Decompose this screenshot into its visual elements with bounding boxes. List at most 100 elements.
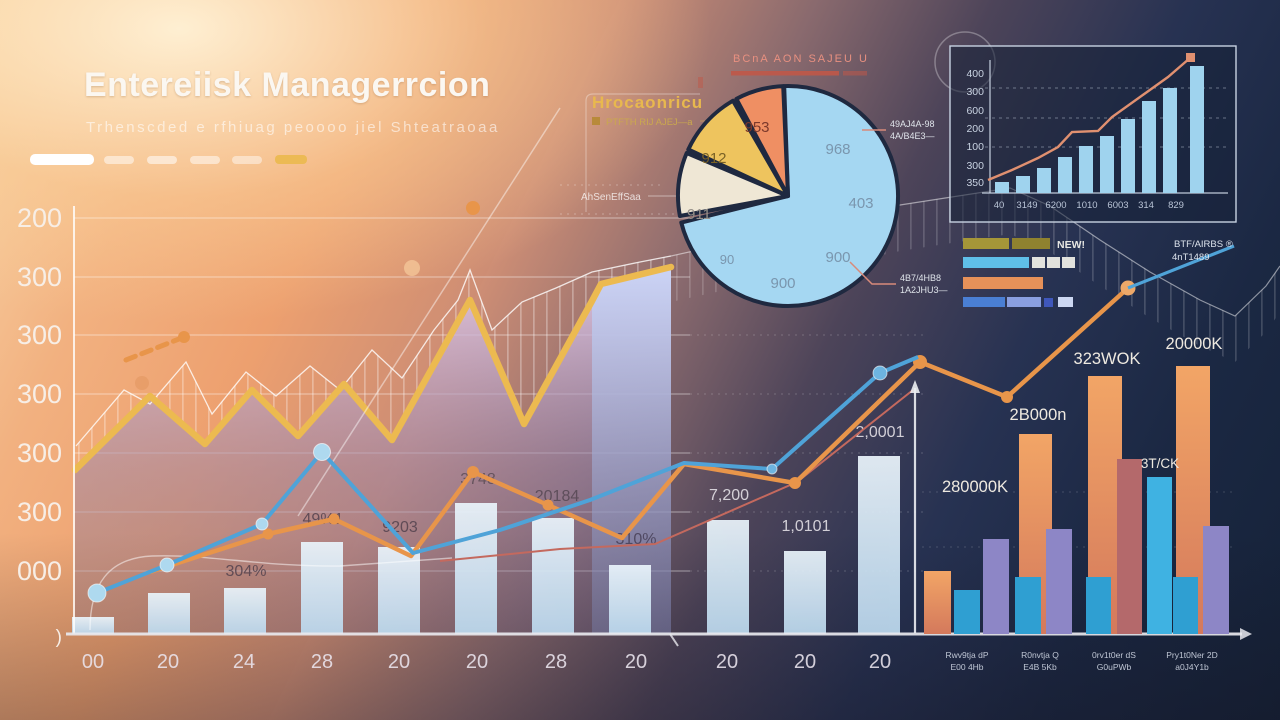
callout-bottom-text1: 4B7/4HB8 bbox=[900, 273, 941, 283]
bar bbox=[1100, 136, 1114, 193]
main-x-labels: 00 20 24 28 20 20 28 20 20 20 20 bbox=[82, 651, 891, 673]
bar-value-labels: 304% 49%1 9203 3748 20184 310% 7,200 1,0… bbox=[226, 424, 905, 580]
guide-dot-tan bbox=[404, 260, 420, 276]
bar bbox=[1121, 119, 1135, 193]
value-label: 2B000n bbox=[1010, 406, 1067, 424]
group-label: E4B 5Kb bbox=[1023, 662, 1057, 672]
guide-dot-orange bbox=[466, 201, 480, 215]
y-tick: 400 bbox=[966, 68, 984, 80]
callout-bottom-text2: 1A2JHU3— bbox=[900, 285, 948, 295]
value-label-cyan: 3T/CK bbox=[1141, 456, 1179, 471]
bar-label: 304% bbox=[226, 563, 267, 580]
value-label: 20000K bbox=[1166, 335, 1223, 353]
pie-slice-cream bbox=[676, 151, 790, 218]
y-tick: 350 bbox=[966, 177, 984, 189]
group-label: E00 4Hb bbox=[950, 662, 983, 672]
legend-swatch-orange bbox=[963, 277, 1043, 289]
orange-dot-faded bbox=[135, 376, 149, 390]
dashed-orange-segment bbox=[123, 334, 187, 363]
pie-slice-orange bbox=[734, 84, 790, 198]
bar bbox=[1163, 88, 1177, 193]
red-underline bbox=[731, 71, 839, 76]
page-subtitle: Trhenscded e rfhiuag peoooo jiel Shteatr… bbox=[86, 119, 500, 136]
bar bbox=[1079, 146, 1093, 193]
bar-label: 2,0001 bbox=[856, 424, 905, 441]
legend-swatch-blue2 bbox=[1007, 297, 1041, 307]
pill bbox=[30, 154, 94, 165]
bar bbox=[301, 542, 343, 634]
bar-blue bbox=[1015, 577, 1041, 634]
pill-accent bbox=[275, 155, 307, 164]
group-label: G0uPWb bbox=[1097, 662, 1132, 672]
orange-series-line bbox=[149, 286, 1130, 575]
bar-blue bbox=[1173, 577, 1198, 634]
y-tick: 300 bbox=[966, 160, 984, 172]
mini-chart-panel: 400 300 600 200 100 300 350 40 3149 6200… bbox=[949, 45, 1237, 223]
y-tick: 000 bbox=[17, 556, 62, 586]
bar-label: 9203 bbox=[382, 519, 418, 536]
blue-series-dots bbox=[87, 365, 888, 603]
x-tick: 6003 bbox=[1107, 200, 1128, 211]
x-tick: 3149 bbox=[1016, 200, 1037, 211]
legend-swatch-blue bbox=[963, 297, 1005, 307]
title-pills bbox=[30, 154, 307, 165]
bar-label: 1,0101 bbox=[782, 518, 831, 535]
pie-section: Hrocaonricu PTFTH RIJ AJEJ—a AhSenEffSaa… bbox=[581, 31, 996, 309]
x-tick: 20 bbox=[716, 651, 738, 673]
axis-tick bbox=[669, 633, 679, 647]
bar bbox=[1190, 66, 1204, 193]
x-tick: 28 bbox=[311, 651, 333, 673]
area-highlight-block bbox=[592, 267, 671, 634]
pill bbox=[190, 156, 220, 164]
legend-chip bbox=[1058, 297, 1073, 307]
bar bbox=[1142, 101, 1156, 193]
bar bbox=[532, 518, 574, 634]
pie-slice-yellow bbox=[686, 98, 790, 198]
bar bbox=[72, 617, 114, 634]
pill bbox=[147, 156, 177, 164]
legend-note2: 4nT1489 bbox=[1172, 252, 1210, 263]
x-tick: 20 bbox=[869, 651, 891, 673]
bar bbox=[707, 520, 749, 634]
bar bbox=[1037, 168, 1051, 193]
bar bbox=[455, 503, 497, 634]
callout-top-text1: 49AJ4A-98 bbox=[890, 119, 935, 129]
bar bbox=[609, 565, 651, 634]
y-tick: 300 bbox=[17, 438, 62, 468]
bullet-icon bbox=[592, 117, 600, 125]
sketch-line-left bbox=[75, 255, 672, 447]
y-tick: 300 bbox=[17, 320, 62, 350]
grouped-value-labels: 280000K 2B000n 323WOK 20000K 3T/CK bbox=[942, 335, 1222, 496]
pie-slice-labels: 953 912 911 968 403 900 900 90 bbox=[687, 119, 873, 292]
legend-chip bbox=[1044, 298, 1053, 307]
pie-label: 403 bbox=[848, 195, 873, 212]
x-tick: 40 bbox=[994, 200, 1005, 211]
x-tick: 00 bbox=[82, 651, 104, 673]
page-title: Entereiisk Managerrcion bbox=[84, 66, 491, 104]
x-tick: 20 bbox=[388, 651, 410, 673]
bar-cyan bbox=[1147, 477, 1172, 634]
group-label: Rwv9tja dP bbox=[946, 650, 989, 660]
bar bbox=[148, 593, 190, 634]
legend-tag: NEW! bbox=[1057, 239, 1085, 251]
legend-chip bbox=[1047, 257, 1060, 268]
axis-arrow bbox=[1240, 628, 1252, 640]
bar-blue bbox=[1086, 577, 1111, 634]
y-tick: 600 bbox=[966, 105, 984, 117]
x-tick: 20 bbox=[625, 651, 647, 673]
mini-line-marker bbox=[1186, 53, 1195, 62]
orange-dot bbox=[178, 331, 190, 343]
x-tick: 6200 bbox=[1045, 200, 1066, 211]
grouped-x-labels: Rwv9tja dP E00 4Hb R0nvtja Q E4B 5Kb 0rv… bbox=[946, 650, 1218, 672]
group-label: Pry1t0Ner 2D bbox=[1166, 650, 1218, 660]
diagonal-guide-line bbox=[297, 107, 561, 517]
pill bbox=[104, 156, 134, 164]
vertical-marker-arrow bbox=[910, 380, 920, 393]
x-tick: 20 bbox=[157, 651, 179, 673]
bar bbox=[995, 182, 1009, 193]
pie-label: 900 bbox=[770, 275, 795, 292]
pie-heading: Hrocaonricu bbox=[592, 93, 703, 112]
value-label: 280000K bbox=[942, 478, 1008, 496]
legend-swatch-olive bbox=[963, 238, 1009, 249]
